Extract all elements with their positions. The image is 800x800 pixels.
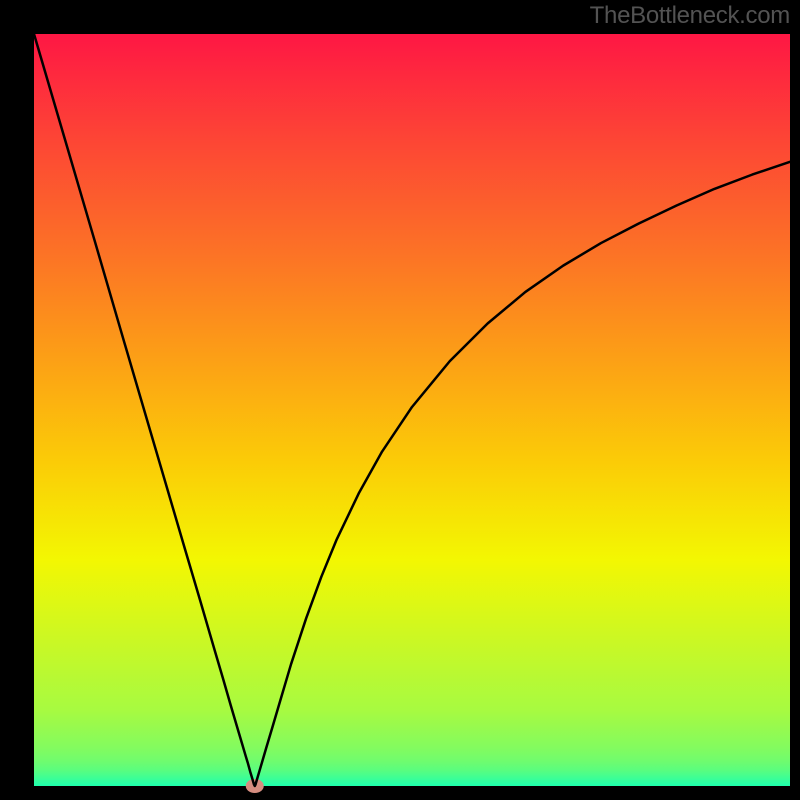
plot-gradient-area: [34, 34, 790, 786]
watermark-text: TheBottleneck.com: [590, 2, 790, 30]
chart-stage: TheBottleneck.com: [0, 0, 800, 800]
bottleneck-chart: [0, 0, 800, 800]
